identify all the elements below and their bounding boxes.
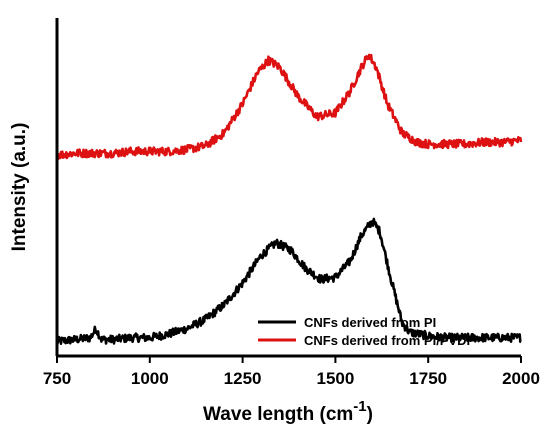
series-line-pi-pvdf — [56, 53, 523, 160]
x-ticks: 750 1000 1250 1500 1750 2000 — [43, 356, 540, 388]
legend-label-pi-pvdf: CNFs derived from PI/PVDF — [304, 333, 475, 348]
y-axis-title: Intensity (a.u.) — [9, 123, 30, 252]
x-tick-label: 1000 — [131, 369, 169, 388]
series-layer — [55, 53, 523, 345]
x-axis-title: Wave length (cm-1) — [203, 398, 373, 425]
x-tick-label: 1500 — [316, 369, 354, 388]
x-axis-title-main: Wave length (cm — [203, 404, 353, 425]
x-axis-title-close: ) — [367, 404, 373, 425]
x-axis-title-sup: -1 — [353, 398, 366, 415]
x-tick-label: 750 — [43, 369, 71, 388]
series-line-pi — [55, 217, 522, 345]
x-tick-label: 1250 — [224, 369, 262, 388]
x-tick-label: 2000 — [502, 369, 540, 388]
x-tick-label: 1750 — [409, 369, 447, 388]
legend-label-pi: CNFs derived from PI — [304, 315, 436, 330]
legend: CNFs derived from PI CNFs derived from P… — [258, 315, 475, 348]
